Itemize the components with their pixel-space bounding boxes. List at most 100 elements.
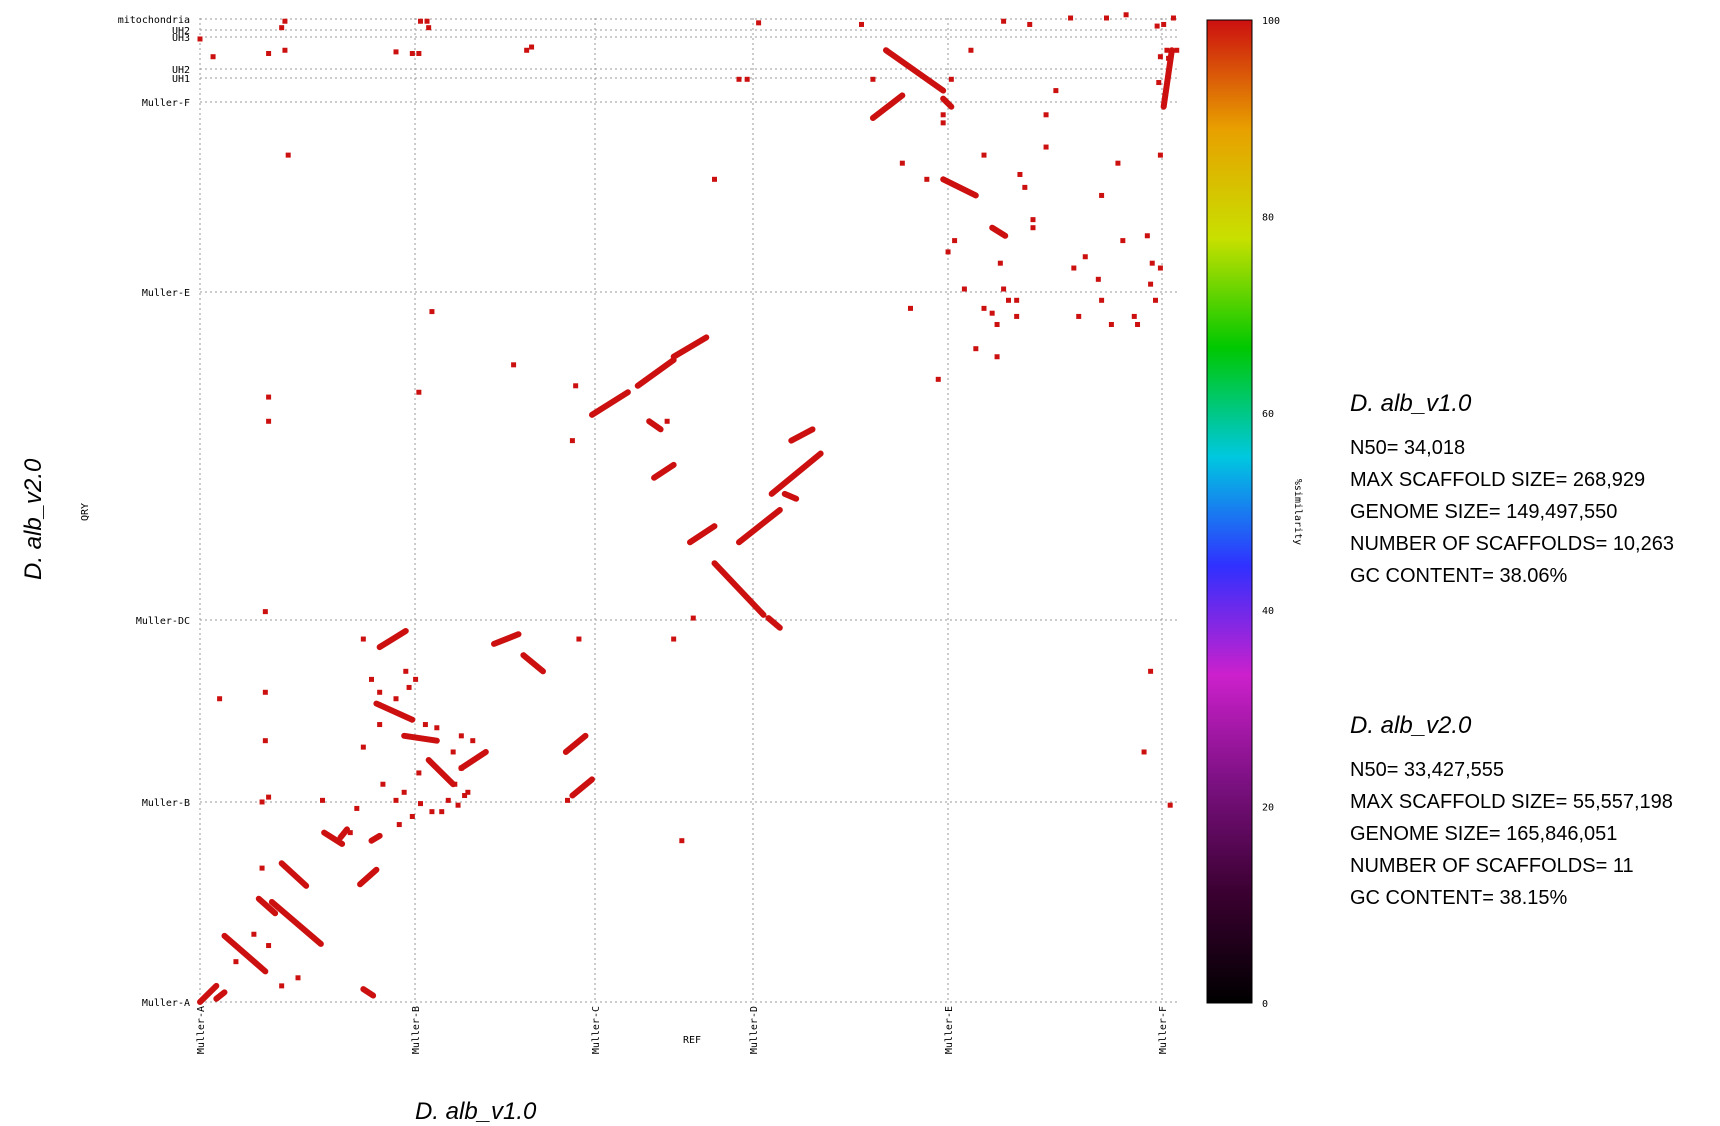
y-tick-label: Muller-B [142,798,190,809]
alignment-point [426,25,432,31]
alignment-point [396,822,402,828]
alignment-point [452,781,458,787]
alignment-point [458,765,464,771]
x-tick-label: Muller-D [749,1006,760,1054]
alignment-point [320,797,325,803]
alignment-segment [589,389,631,418]
alignment-point [429,309,435,315]
x-tick-labels: Muller-A Muller-B Muller-C Muller-D Muller-E… [196,1006,1169,1054]
alignment-point [529,44,535,50]
y-tick-label: UH2 [172,65,190,76]
alignment-segment [360,986,377,999]
alignment-segment [765,615,783,631]
alignment-point [470,738,476,744]
alignment-point [416,50,422,56]
alignment-point [756,20,762,26]
alignment-point [948,76,954,82]
colorbar-tick-label: 0 [1262,999,1268,1010]
alignment-point [1170,15,1176,21]
alignment-point [393,696,399,702]
alignment-point [1148,281,1154,287]
alignment-segment [940,95,955,110]
stats-line: NUMBER OF SCAFFOLDS= 11 [1350,855,1634,877]
alignment-point [1099,192,1105,198]
alignment-point [1131,313,1137,319]
alignment-point [1053,88,1059,94]
stats-line: MAX SCAFFOLD SIZE= 268,929 [1350,469,1646,491]
alignment-point [924,176,930,182]
alignment-segment [337,826,350,841]
y-axis-label: QRY [80,503,91,521]
stats-line: NUMBER OF SCAFFOLDS= 10,263 [1350,533,1674,555]
alignment-point [1014,313,1020,319]
alignment-point [945,249,951,255]
alignment-point [259,865,265,871]
alignment-point [1017,171,1023,177]
alignment-point [279,983,285,989]
alignment-point [1148,668,1154,674]
alignment-point [424,18,430,24]
alignment-point [1149,260,1155,266]
alignment-point [1164,47,1170,53]
alignment-point [295,975,301,981]
colorbar-tick-label: 60 [1262,409,1274,420]
y-tick-label: Muller-F [142,98,190,109]
stats-line: GENOME SIZE= 165,846,051 [1350,823,1618,845]
alignment-point [935,376,941,382]
alignment-point [1157,152,1163,158]
x-tick-label: Muller-F [1158,1006,1169,1054]
alignment-point [217,696,223,702]
stats-line: N50= 34,018 [1350,437,1466,459]
alignment-point [994,321,1000,327]
alignment-point [266,943,272,949]
alignment-segment [520,652,546,675]
alignment-point [573,383,579,389]
alignment-point [266,394,272,400]
y-tick-label: Muller-A [142,998,190,1009]
y-tick-labels: Muller-A Muller-B Muller-DC Muller-E Muller-… [118,15,190,1009]
alignment-point [511,362,517,368]
alignment-point [377,689,383,695]
alignment-point [576,636,582,642]
x-tick-label: Muller-E [944,1006,955,1054]
alignment-point [1030,225,1036,231]
alignment-point [1161,21,1167,27]
alignment-point [981,305,987,311]
x-tick-label: Muller-A [196,1006,207,1054]
alignment-segment [458,748,489,772]
alignment-point [409,813,415,819]
alignment-point [1115,160,1121,166]
alignment-point [262,738,268,744]
alignment-point [445,797,451,803]
alignment-point [279,25,285,31]
x-tick-label: Muller-C [591,1006,602,1054]
alignment-point [413,676,419,682]
alignment-point [1095,276,1101,282]
alignment-point [418,18,423,24]
alignment-point [744,76,750,82]
alignment-point [233,959,239,965]
alignment-point [393,797,399,803]
alignment-point [1068,15,1074,21]
alignment-point [961,286,967,292]
alignment-segment [368,832,383,844]
alignment-point [1076,313,1082,319]
alignment-point [418,801,423,807]
alignment-segment [670,334,710,360]
alignment-point [1043,112,1049,118]
x-axis-label: REF [683,1035,701,1046]
alignment-point [285,152,291,158]
stats-panel-v2: D. alb_v2.0 N50= 33,427,555 MAX SCAFFOLD… [1350,712,1673,914]
alignment-point [1108,321,1114,327]
alignment-segment [646,418,664,433]
alignment-point [422,722,428,728]
stats-line: MAX SCAFFOLD SIZE= 55,557,198 [1350,791,1673,813]
alignment-point [1167,802,1173,808]
alignment-point [1157,265,1163,271]
alignment-segment [651,461,677,481]
alignment-segment [562,732,589,755]
alignment-point [1156,80,1162,86]
alignment-point [1022,184,1028,190]
alignment-segment [687,523,718,546]
alignment-segment [357,866,380,888]
